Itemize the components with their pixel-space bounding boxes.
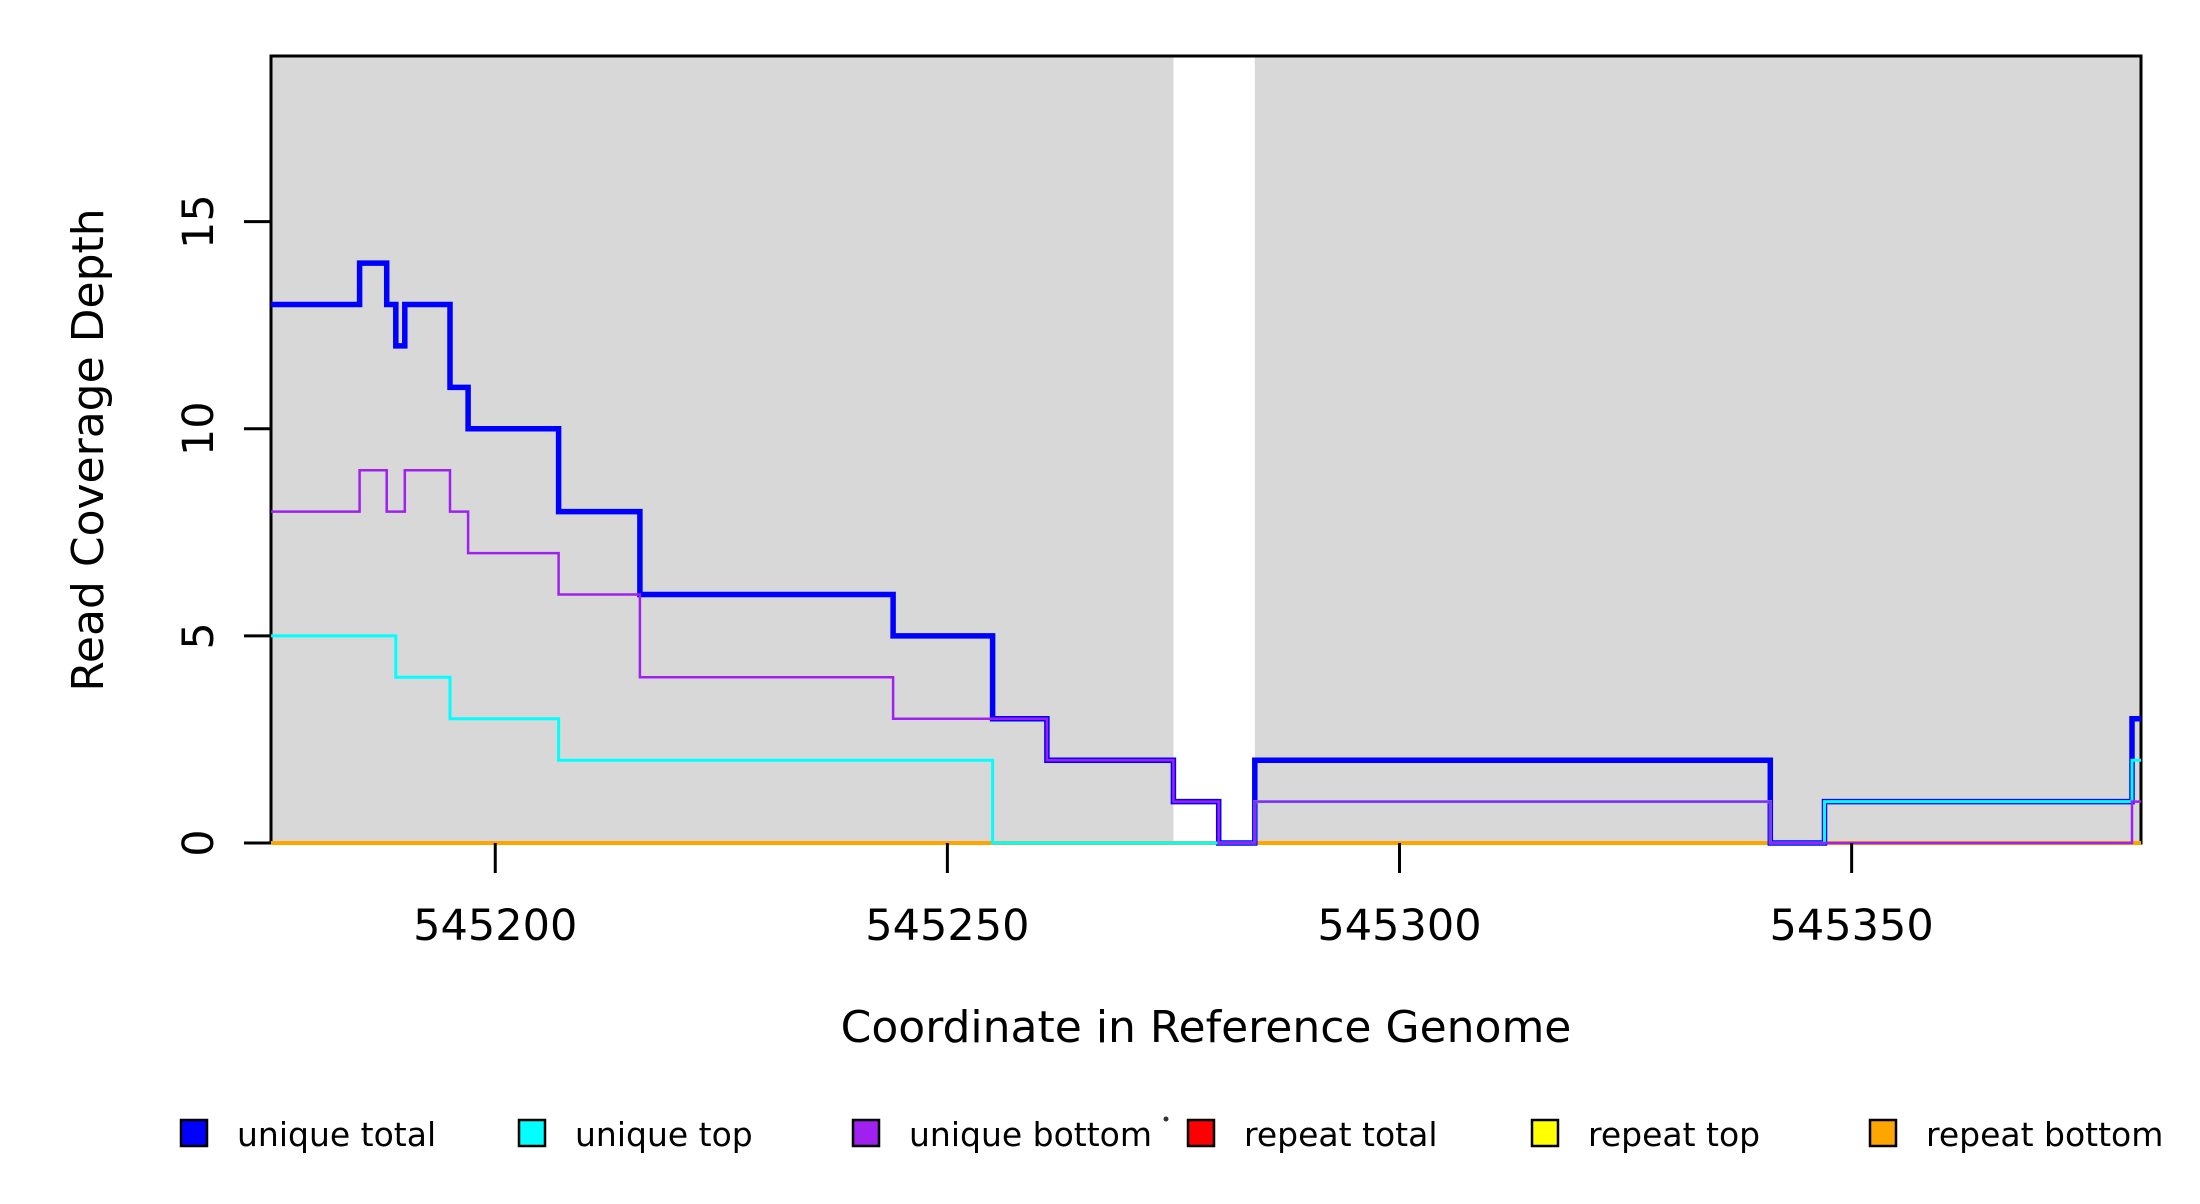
legend-item: unique total [179, 1115, 436, 1154]
legend-label-unique-bottom: unique bottom [909, 1115, 1152, 1154]
shaded-region [1254, 56, 2141, 843]
series-line-unique-bottom [271, 468, 2141, 845]
y-tick-label: 0 [174, 829, 224, 856]
shaded-regions-layer [271, 56, 2141, 843]
legend-label-repeat-top: repeat top [1588, 1115, 1760, 1154]
x-tick-label: 545200 [413, 901, 577, 951]
x-axis-title: Coordinate in Reference Genome [841, 1002, 1572, 1053]
legend-item: unique top [517, 1115, 753, 1154]
y-tick-label: 15 [174, 194, 224, 249]
legend-swatch-unique-bottom [851, 1118, 881, 1148]
series-line-unique-top [271, 634, 2141, 845]
legend-item: repeat bottom [1868, 1115, 2163, 1154]
x-tick-label: 545350 [1770, 901, 1934, 951]
legend-label-unique-top: unique top [575, 1115, 753, 1154]
legend-swatch-repeat-total [1186, 1118, 1216, 1148]
legend-label-repeat-bottom: repeat bottom [1926, 1115, 2163, 1154]
legend-item: repeat top [1530, 1115, 1760, 1154]
series-line-unique-total [271, 260, 2141, 846]
x-tick-label: 545250 [865, 901, 1029, 951]
legend-item: unique bottom [851, 1115, 1152, 1154]
x-tick-label: 545300 [1317, 901, 1481, 951]
y-tick-label: 10 [174, 401, 224, 456]
legend-label-repeat-total: repeat total [1244, 1115, 1438, 1154]
axis-ticks-layer [244, 220, 1854, 873]
legend-swatch-unique-top [517, 1118, 547, 1148]
legend: unique total unique top unique bottom repea… [179, 1115, 2163, 1154]
y-tick-label: 5 [174, 622, 224, 649]
legend-swatch-unique-total [179, 1118, 209, 1148]
series-lines-layer [271, 260, 2141, 846]
legend-label-unique-total: unique total [237, 1115, 436, 1154]
axis-tick-labels-layer: 545200 545250 545300 545350 0 5 10 15 [174, 194, 1934, 951]
legend-item: repeat total [1186, 1115, 1438, 1154]
stray-dot [1163, 1116, 1169, 1122]
y-axis-title: Read Coverage Depth [63, 208, 114, 691]
legend-swatch-repeat-bottom [1868, 1118, 1898, 1148]
legend-swatch-repeat-top [1530, 1118, 1560, 1148]
shaded-region [271, 56, 1174, 843]
